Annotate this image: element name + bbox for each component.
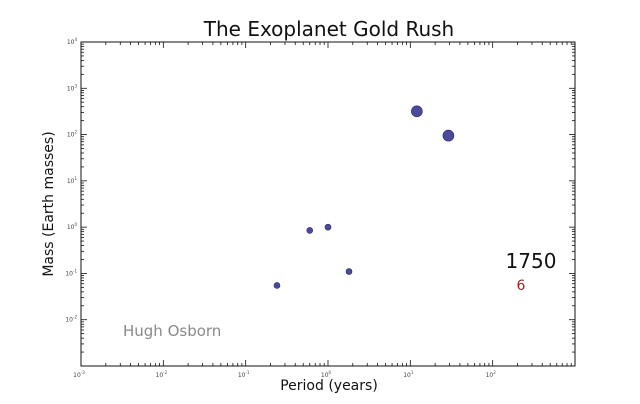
- chart-title: The Exoplanet Gold Rush: [203, 17, 454, 41]
- y-tick-label: 100: [67, 222, 78, 231]
- planet-point: [273, 282, 281, 289]
- x-tick-label: 10-1: [238, 370, 250, 379]
- planet-count-annotation: 6: [517, 278, 526, 294]
- x-axis-label: Period (years): [280, 378, 378, 394]
- planet-point: [345, 268, 353, 275]
- y-tick-label: 10-2: [65, 315, 77, 324]
- planet-point: [324, 223, 332, 231]
- y-tick-label: 101: [67, 176, 78, 185]
- y-tick-label: 10-1: [65, 268, 77, 277]
- y-axis-ticks: 10-2 10-1 100 101 102 103 104: [65, 37, 575, 367]
- planet-point: [411, 105, 423, 118]
- x-tick-label: 100: [321, 370, 332, 379]
- y-tick-label: 104: [67, 37, 78, 46]
- x-tick-label: 10-3: [73, 370, 85, 379]
- x-axis-ticks: 10-3 10-2 10-1 100 101 102: [73, 42, 576, 379]
- y-tick-label: 103: [67, 83, 78, 92]
- plot-area: [80, 41, 576, 367]
- y-axis-label: Mass (Earth masses): [41, 131, 57, 276]
- y-tick-label: 102: [67, 130, 78, 139]
- credit-annotation: Hugh Osborn: [123, 322, 221, 340]
- planet-point: [442, 129, 455, 142]
- planet-point: [306, 227, 314, 234]
- x-tick-label: 10-2: [156, 370, 168, 379]
- data-points: [273, 105, 455, 289]
- x-tick-label: 101: [403, 370, 414, 379]
- x-tick-label: 102: [486, 370, 497, 379]
- year-annotation: 1750: [506, 249, 557, 273]
